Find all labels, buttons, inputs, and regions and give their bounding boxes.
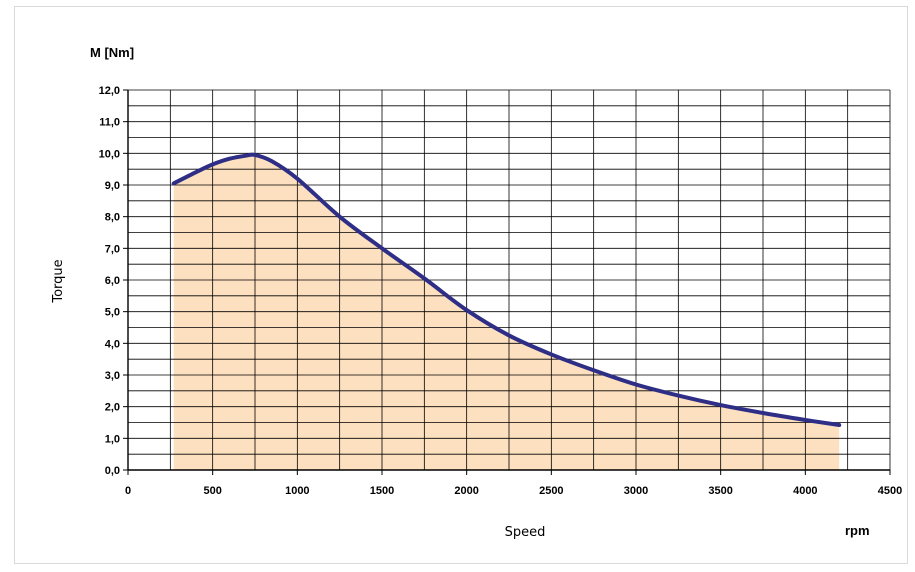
x-unit-label: rpm (845, 523, 870, 538)
y-tick-label: 4,0 (105, 338, 120, 350)
y-tick-label: 10,0 (99, 148, 120, 160)
y-tick-label: 11,0 (99, 117, 120, 129)
y-tick-label: 0,0 (105, 465, 120, 477)
y-tick-label: 8,0 (105, 212, 120, 224)
x-tick-label: 4500 (878, 485, 902, 497)
chart-frame (14, 6, 908, 564)
x-tick-label: 3500 (708, 485, 732, 497)
x-tick-label: 3000 (624, 485, 648, 497)
y-tick-label: 3,0 (105, 370, 120, 382)
y-unit-label: M [Nm] (90, 45, 134, 60)
x-tick-label: 1000 (285, 485, 309, 497)
x-tick-label: 4000 (793, 485, 817, 497)
y-tick-label: 7,0 (105, 243, 120, 255)
x-tick-label: 2500 (539, 485, 563, 497)
x-tick-label: 1500 (370, 485, 394, 497)
torque-curve (171, 152, 842, 428)
y-tick-label: 12,0 (99, 85, 120, 97)
y-tick-label: 5,0 (105, 307, 120, 319)
y-tick-label: 2,0 (105, 402, 120, 414)
y-tick-label: 6,0 (105, 275, 120, 287)
y-tick-label: 9,0 (105, 180, 120, 192)
x-axis-title: Speed (505, 525, 546, 540)
x-tick-label: 500 (203, 485, 221, 497)
x-tick-label: 0 (125, 485, 131, 497)
y-tick-label: 1,0 (105, 433, 120, 445)
y-axis-title: Torque (51, 259, 66, 303)
x-tick-label: 2000 (454, 485, 478, 497)
